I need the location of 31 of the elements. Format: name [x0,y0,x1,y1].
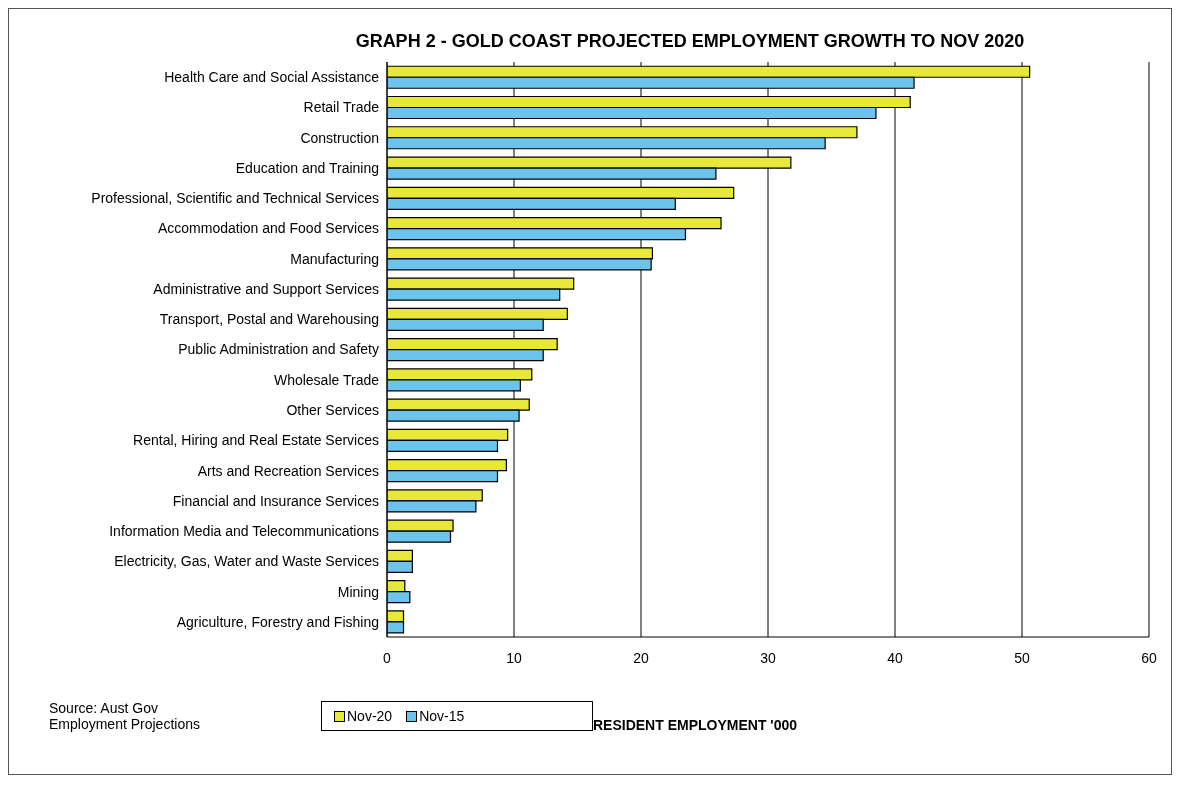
chart-title: GRAPH 2 - GOLD COAST PROJECTED EMPLOYMENT GROWTH TO NOV 2020 [354,31,1026,52]
legend-label: Nov-20 [346,708,393,724]
y-tick-label: Retail Trade [303,99,380,116]
y-tick-label: Information Media and Telecommunications [109,523,379,540]
y-tick-label: Other Services [286,402,379,418]
y-tick-label: Financial and Insurance Services [172,492,379,509]
y-tick-label: Accommodation and Food Services [158,220,379,237]
y-tick-label: Manufacturing [290,250,379,267]
y-tick-label: Professional, Scientific and Technical Services [91,190,379,207]
x-tick-label: 10 [506,649,522,666]
y-tick-label: Arts and Recreation Services [197,462,379,479]
x-tick-label: 60 [1141,649,1157,666]
legend-label: Nov-15 [418,708,465,724]
x-axis-title: RESIDENT EMPLOYMENT '000 [593,717,798,733]
y-tick-label: Mining [337,583,379,600]
y-tick-label: Health Care and Social Assistance [164,69,380,86]
y-tick-label: Construction [300,129,379,146]
y-tick-label: Rental, Hiring and Real Estate Services [133,432,379,449]
source-note: Source: Aust Gov Employment Projections [49,700,201,732]
x-tick-label: 20 [633,649,649,666]
y-tick-label: Electricity, Gas, Water and Waste Services [114,553,379,570]
y-tick-label: Agriculture, Forestry and Fishing [176,613,379,630]
x-tick-label: 50 [1014,649,1030,666]
y-tick-label: Transport, Postal and Warehousing [159,311,379,328]
y-tick-label: Administrative and Support Services [153,280,379,297]
x-tick-label: 30 [760,649,776,666]
x-tick-label: 40 [887,649,903,666]
y-tick-label: Education and Training [235,159,379,176]
y-tick-label: Public Administration and Safety [178,341,379,358]
y-tick-label: Wholesale Trade [273,371,380,388]
x-tick-label: 0 [383,649,392,666]
